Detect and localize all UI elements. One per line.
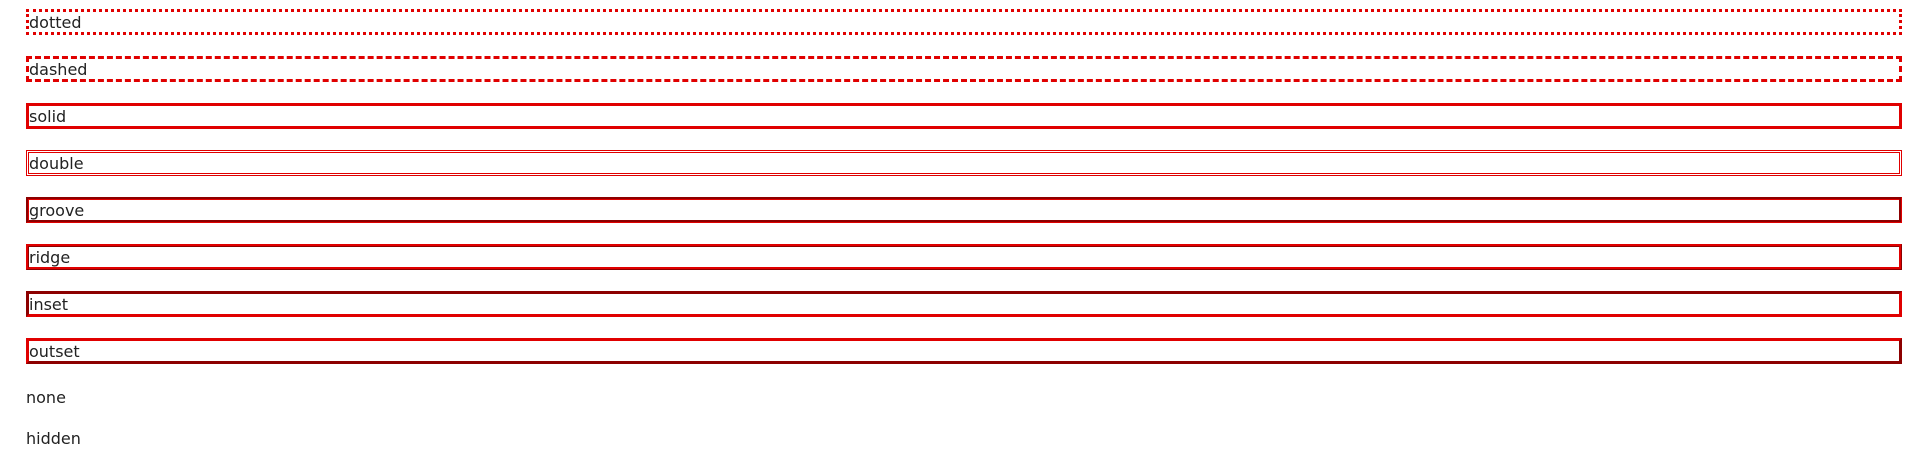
box-ridge: ridge	[26, 244, 1902, 270]
box-hidden-label: hidden	[26, 429, 81, 448]
box-groove-label: groove	[29, 200, 85, 220]
box-none-label: none	[26, 388, 66, 407]
box-solid: solid	[26, 103, 1902, 129]
box-dashed-label: dashed	[29, 59, 88, 79]
box-outset: outset	[26, 338, 1902, 364]
border-style-demo: dotted dashed solid double groove ridge …	[26, 0, 1902, 470]
box-double: double	[26, 150, 1902, 176]
box-double-label: double	[29, 153, 84, 173]
box-outset-label: outset	[29, 341, 80, 361]
box-ridge-label: ridge	[29, 247, 71, 267]
box-inset-label: inset	[29, 294, 69, 314]
box-none: none	[26, 388, 1902, 407]
box-dotted-label: dotted	[29, 12, 82, 32]
box-dashed: dashed	[26, 56, 1902, 82]
box-hidden: hidden	[26, 429, 1902, 448]
box-solid-label: solid	[29, 106, 67, 126]
box-groove: groove	[26, 197, 1902, 223]
box-dotted: dotted	[26, 9, 1902, 35]
box-inset: inset	[26, 291, 1902, 317]
